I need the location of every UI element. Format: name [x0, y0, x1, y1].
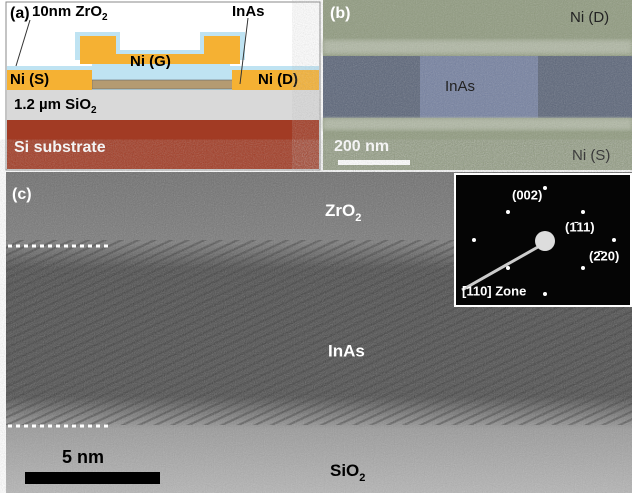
spot [506, 266, 510, 270]
label: Ni (S) [10, 71, 49, 88]
label: 10nm ZrO2 [32, 3, 108, 23]
diffraction-inset: (002) (1̄11) (2̄20) [110] Zone [455, 174, 631, 306]
label-main: 1.2 µm SiO [14, 96, 91, 113]
spot [612, 238, 616, 242]
label-sub: 2 [359, 472, 365, 484]
label: (002) [512, 187, 542, 202]
label: 5 nm [62, 447, 104, 467]
label: [110] Zone [462, 283, 526, 298]
label-sub: 2 [355, 212, 361, 224]
label: 1.2 µm SiO2 [14, 96, 97, 116]
figure: (a) 10nm ZrO2 InAs Ni (G) Ni (S) Ni (D) … [0, 0, 632, 493]
panel-c: (c) ZrO2 InAs 5 nm SiO2 (002) (1̄11) (2̄… [6, 172, 632, 493]
label: InAs [328, 341, 365, 360]
label: Si substrate [14, 139, 106, 156]
label-main: ZrO [325, 201, 355, 220]
scale-bar [338, 160, 410, 165]
label-sub: 2 [91, 105, 97, 116]
label-main: SiO [330, 461, 359, 480]
spot [472, 238, 476, 242]
spot [506, 210, 510, 214]
label-sub: 2 [102, 12, 108, 23]
label: (1̄11) [565, 219, 595, 234]
panel-b: (b) Ni (D) InAs 200 nm Ni (S) [323, 0, 632, 170]
spot [581, 210, 585, 214]
scale-bar [25, 472, 160, 484]
label: Ni (D) [258, 71, 298, 88]
panel-a: (a) 10nm ZrO2 InAs Ni (G) Ni (S) Ni (D) … [6, 2, 320, 170]
central-beam [535, 231, 555, 251]
label: Ni (D) [570, 9, 609, 26]
label: InAs [445, 78, 475, 95]
spot [543, 186, 547, 190]
panel-label: (c) [12, 186, 32, 203]
label: InAs [232, 3, 265, 20]
panel-label: (a) [10, 5, 30, 22]
label-main: 10nm ZrO [32, 3, 102, 20]
spot [543, 292, 547, 296]
panel-label: (b) [330, 5, 350, 22]
label: 200 nm [334, 138, 389, 155]
label: Ni (S) [572, 147, 610, 164]
label: (2̄20) [589, 248, 619, 263]
label: Ni (G) [130, 53, 171, 70]
spot [581, 266, 585, 270]
